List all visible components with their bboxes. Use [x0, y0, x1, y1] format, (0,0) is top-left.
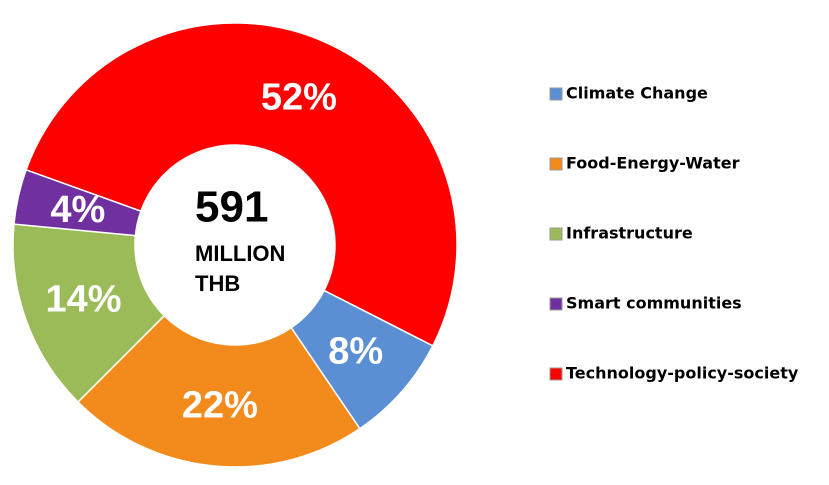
center-currency: THB: [195, 271, 240, 296]
donut-segment: [25, 22, 458, 347]
legend-label: Infrastructure: [566, 224, 693, 243]
legend-swatch: [549, 227, 563, 241]
legend-swatch: [549, 157, 563, 171]
center-value: 591: [195, 183, 268, 232]
donut-segment: [12, 223, 166, 404]
data-label: 52%: [261, 76, 337, 118]
center-unit: MILLION: [195, 241, 285, 266]
legend-swatch: [549, 367, 563, 381]
legend-label: Food-Energy-Water: [566, 154, 740, 173]
data-label: 22%: [182, 384, 258, 426]
data-label: 4%: [50, 189, 105, 231]
data-label: 8%: [328, 331, 383, 373]
legend-label: Smart communities: [566, 294, 742, 313]
donut-segment: [76, 314, 361, 468]
legend-label: Technology-policy-society: [566, 364, 799, 383]
legend-swatch: [549, 87, 563, 101]
data-label: 14%: [45, 279, 121, 321]
legend-label: Climate Change: [566, 84, 708, 103]
legend-swatch: [549, 297, 563, 311]
